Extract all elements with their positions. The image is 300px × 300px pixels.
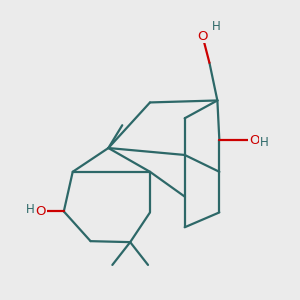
Text: H: H — [260, 136, 269, 148]
Text: H: H — [212, 20, 220, 33]
Text: O: O — [197, 30, 208, 43]
Text: O: O — [35, 205, 46, 218]
Text: O: O — [249, 134, 260, 147]
Text: H: H — [26, 203, 35, 216]
